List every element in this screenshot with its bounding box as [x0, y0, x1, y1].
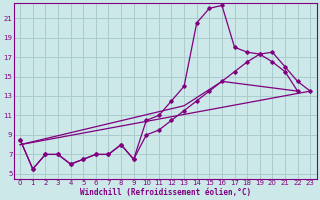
X-axis label: Windchill (Refroidissement éolien,°C): Windchill (Refroidissement éolien,°C): [80, 188, 251, 197]
